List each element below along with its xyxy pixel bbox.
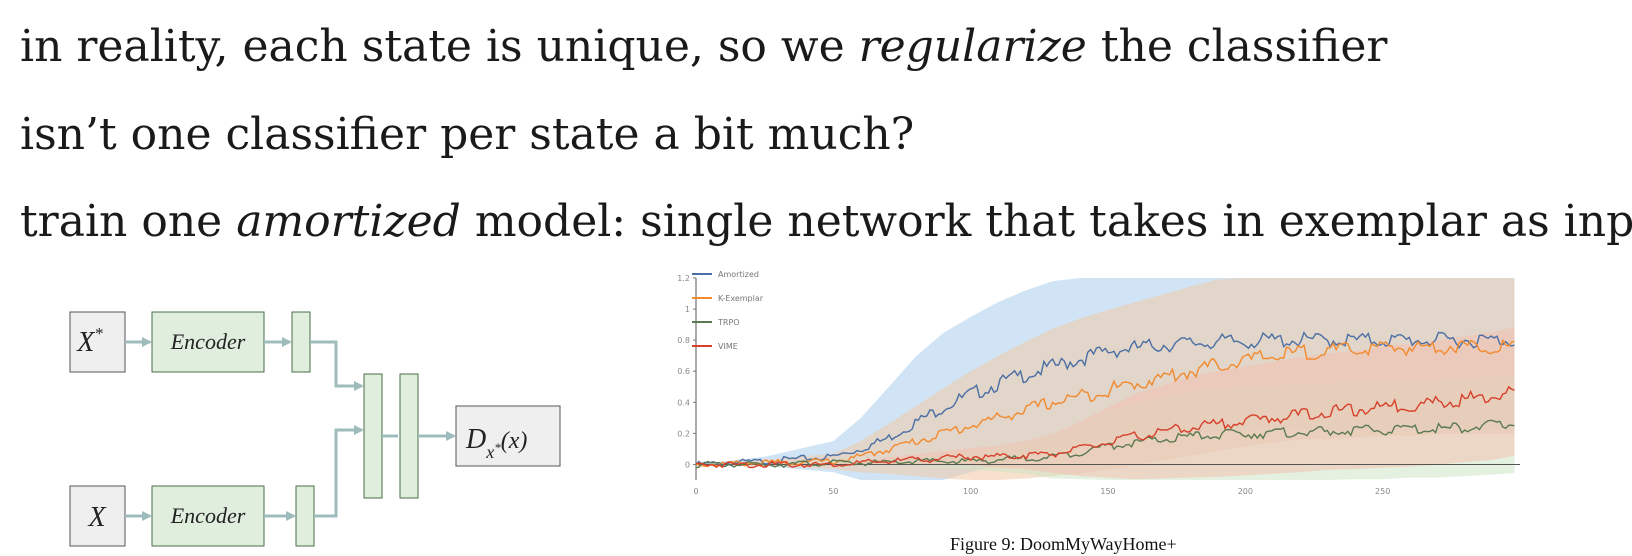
input-x-label: X	[87, 502, 106, 533]
legend-label-3: VIME	[718, 342, 738, 351]
line1-after: the classifier	[1086, 21, 1388, 72]
output-label: Dx*(x)	[465, 424, 527, 462]
series-line-1	[695, 338, 1515, 468]
series-line-3	[695, 385, 1515, 469]
encoder-bottom-box	[151, 485, 265, 547]
x-tick-label-1: 50	[828, 487, 838, 496]
input-xstar-box	[69, 311, 126, 373]
x-tick-label-0: 0	[693, 487, 698, 496]
statement-regularize: in reality, each state is unique, so we …	[20, 25, 1387, 69]
input-x-box	[69, 485, 126, 547]
line3-after: model: single network that takes in exem…	[460, 196, 1632, 247]
amortized-classifier-diagram: X* Encoder X Encoder Dx*(x)	[69, 311, 561, 547]
y-tick-label-2: 0.4	[677, 398, 690, 407]
y-tick-label-0: 0	[685, 460, 690, 469]
x-tick-label-5: 250	[1375, 487, 1390, 496]
y-tick-label-1: 0.2	[677, 429, 690, 438]
legend-label-2: TRPO	[717, 318, 740, 327]
legend-label-0: Amortized	[718, 270, 759, 279]
hidden-layer-1	[363, 373, 383, 499]
encoder-top-label: Encoder	[170, 329, 246, 354]
encoder-bottom-label: Encoder	[170, 503, 246, 528]
question-classifier-per-state: isn’t one classifier per state a bit muc…	[20, 113, 914, 157]
band-3	[696, 326, 1515, 480]
x-tick-label-3: 150	[1100, 487, 1115, 496]
output-box	[455, 405, 561, 467]
figure-caption: Figure 9: DoomMyWayHome+	[950, 534, 1177, 554]
line3-before: train one	[20, 196, 237, 247]
y-tick-label-3: 0.6	[677, 367, 690, 376]
x-tick-label-4: 200	[1238, 487, 1253, 496]
emphasis-regularize: regularize	[858, 21, 1087, 72]
doom-learning-curve-chart: 0 0.2 0.4 0.6 0.8 1 1.2 0 50 100 150 200 250 Amortize…	[677, 270, 1520, 496]
statement-amortized: train one amortized model: single networ…	[20, 200, 1632, 244]
emphasis-amortized: amortized	[236, 196, 461, 247]
legend-label-1: K-Exemplar	[718, 294, 764, 303]
embedding-bottom-bar	[295, 485, 315, 547]
arrow-bottom-merge	[314, 425, 364, 518]
y-tick-label-4: 0.8	[677, 336, 690, 345]
encoder-top-box	[151, 311, 265, 373]
line2-text: isn’t one classifier per state a bit muc…	[20, 109, 915, 160]
y-tick-label-6: 1.2	[677, 274, 690, 283]
input-xstar-label: X*	[76, 324, 103, 358]
arrow-top-merge	[310, 340, 364, 391]
hidden-layer-2	[399, 373, 419, 499]
x-tick-label-2: 100	[963, 487, 978, 496]
embedding-top-bar	[291, 311, 311, 373]
line1-before: in reality, each state is unique, so we	[20, 21, 859, 72]
y-tick-label-5: 1	[685, 305, 690, 314]
series-line-2	[695, 419, 1515, 469]
